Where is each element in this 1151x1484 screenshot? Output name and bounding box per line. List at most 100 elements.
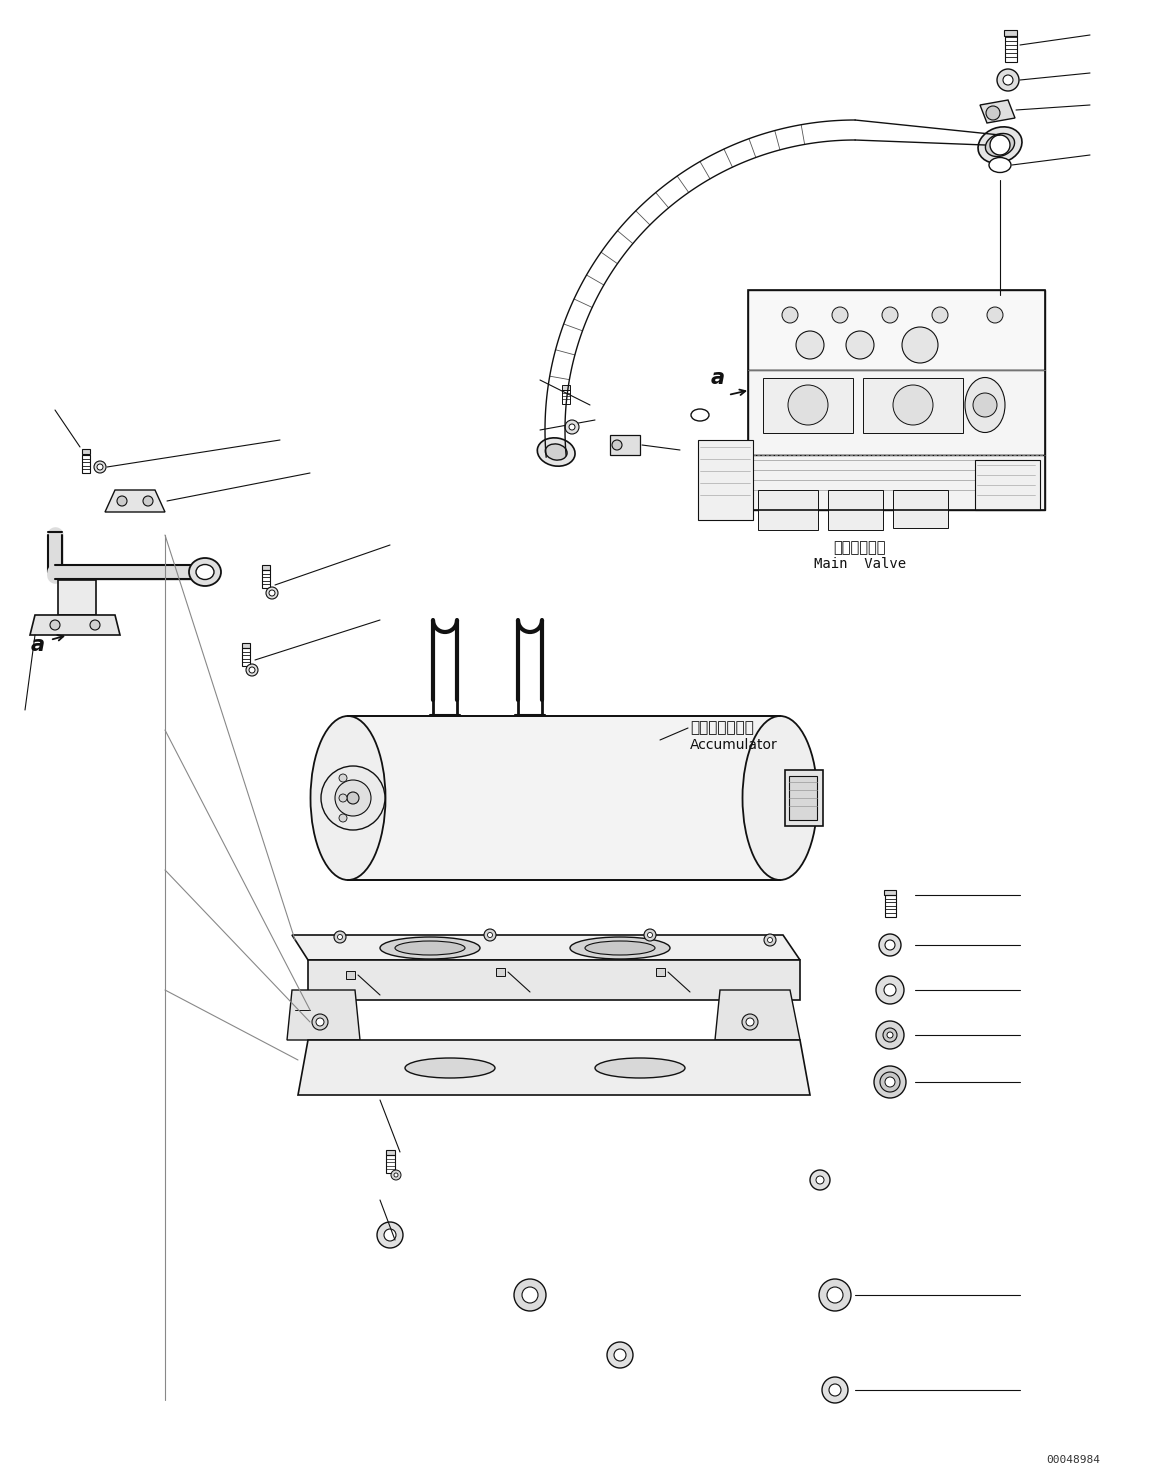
Ellipse shape [985, 134, 1014, 156]
Circle shape [893, 384, 933, 424]
Bar [386, 1155, 395, 1172]
Circle shape [990, 135, 1009, 154]
Text: 00048984: 00048984 [1046, 1454, 1100, 1465]
Text: a: a [31, 635, 45, 654]
Circle shape [266, 588, 279, 600]
Bar [698, 439, 753, 519]
Circle shape [340, 794, 346, 801]
Polygon shape [105, 490, 165, 512]
Circle shape [90, 620, 100, 631]
Bar [562, 384, 570, 390]
Bar [828, 490, 883, 530]
Bar [82, 456, 90, 473]
Circle shape [973, 393, 997, 417]
Circle shape [846, 331, 874, 359]
Circle shape [485, 929, 496, 941]
Text: メインバルブ: メインバルブ [833, 540, 886, 555]
Bar [562, 390, 570, 404]
Circle shape [885, 939, 895, 950]
Text: a: a [711, 368, 725, 387]
Ellipse shape [380, 936, 480, 959]
Circle shape [810, 1169, 830, 1190]
Bar [262, 565, 270, 570]
Circle shape [885, 1077, 895, 1086]
Circle shape [488, 932, 493, 938]
Circle shape [648, 932, 653, 938]
Text: Main  Valve: Main Valve [814, 556, 906, 571]
Polygon shape [30, 614, 120, 635]
Ellipse shape [189, 558, 221, 586]
Ellipse shape [742, 715, 817, 880]
Circle shape [514, 1279, 546, 1310]
Circle shape [384, 1229, 396, 1241]
Circle shape [882, 307, 898, 324]
Bar [496, 968, 505, 976]
Circle shape [764, 933, 776, 945]
Circle shape [876, 976, 904, 1005]
Ellipse shape [989, 157, 1011, 172]
Polygon shape [748, 289, 1045, 370]
Circle shape [782, 307, 798, 324]
Circle shape [49, 620, 60, 631]
Circle shape [932, 307, 948, 324]
Bar [348, 715, 780, 880]
Circle shape [269, 591, 275, 597]
Bar [763, 378, 853, 433]
Polygon shape [308, 960, 800, 1000]
Circle shape [820, 1279, 851, 1310]
Circle shape [565, 420, 579, 433]
Circle shape [645, 929, 656, 941]
Ellipse shape [965, 377, 1005, 432]
Circle shape [340, 775, 346, 782]
Circle shape [143, 496, 153, 506]
Ellipse shape [395, 941, 465, 956]
Circle shape [246, 663, 258, 677]
Circle shape [1003, 76, 1013, 85]
Ellipse shape [311, 715, 386, 880]
Bar [386, 1150, 395, 1155]
Ellipse shape [405, 1058, 495, 1077]
Polygon shape [748, 456, 1045, 510]
Ellipse shape [585, 941, 655, 956]
Circle shape [768, 938, 772, 942]
Circle shape [874, 1066, 906, 1098]
Ellipse shape [570, 936, 670, 959]
Bar [656, 968, 665, 976]
Text: アキュムレータ: アキュムレータ [689, 720, 754, 735]
Circle shape [822, 1377, 848, 1402]
Bar [748, 289, 1045, 510]
Circle shape [876, 1021, 904, 1049]
Circle shape [337, 935, 343, 939]
Circle shape [612, 439, 622, 450]
Bar [863, 378, 963, 433]
Circle shape [816, 1175, 824, 1184]
Ellipse shape [546, 444, 567, 460]
Circle shape [523, 1287, 538, 1303]
Ellipse shape [691, 410, 709, 421]
Bar [346, 971, 355, 979]
Circle shape [117, 496, 127, 506]
Ellipse shape [196, 564, 214, 579]
Polygon shape [715, 990, 800, 1040]
Circle shape [94, 462, 106, 473]
Circle shape [391, 1169, 401, 1180]
Circle shape [746, 1018, 754, 1025]
Circle shape [881, 1071, 900, 1092]
Polygon shape [610, 435, 640, 456]
Circle shape [829, 1385, 841, 1396]
Circle shape [321, 766, 384, 830]
Bar [1005, 36, 1017, 62]
Circle shape [832, 307, 848, 324]
Circle shape [796, 331, 824, 359]
Text: Accumulator: Accumulator [689, 738, 778, 752]
Bar [82, 450, 90, 454]
Circle shape [312, 1014, 328, 1030]
Circle shape [613, 1349, 626, 1361]
Bar [788, 776, 817, 821]
Bar [242, 643, 250, 649]
Circle shape [378, 1221, 403, 1248]
Polygon shape [292, 935, 800, 960]
Circle shape [879, 933, 901, 956]
Circle shape [828, 1287, 843, 1303]
Ellipse shape [978, 126, 1022, 163]
